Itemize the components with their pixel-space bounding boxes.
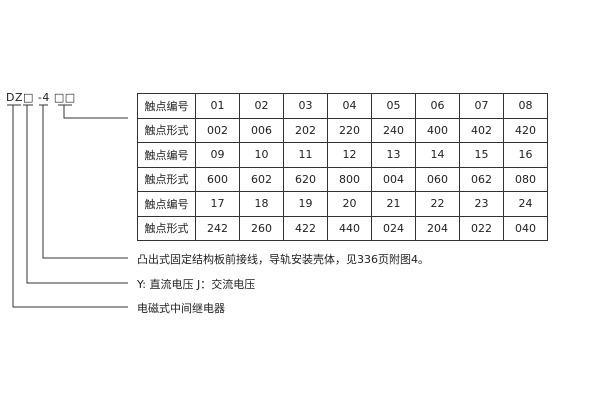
table-cell: 006 <box>239 117 284 143</box>
table-cell: 024 <box>371 215 416 241</box>
table-cell: 062 <box>459 166 504 192</box>
table-cell: 002 <box>195 117 240 143</box>
table-cell: 15 <box>459 142 504 168</box>
table-cell: 620 <box>283 166 328 192</box>
table-cell: 004 <box>371 166 416 192</box>
table-cell: 240 <box>371 117 416 143</box>
table-cell: 22 <box>415 191 460 217</box>
table-cell: 420 <box>503 117 548 143</box>
table-cell: 05 <box>371 93 416 119</box>
table-cell: 01 <box>195 93 240 119</box>
note-voltage: Y: 直流电压 J：交流电压 <box>137 278 256 291</box>
table-cell: 03 <box>283 93 328 119</box>
row-header: 触点编号 <box>137 93 196 119</box>
code-box-contact: □□ <box>53 91 76 104</box>
table-row: 触点编号 17 18 19 20 21 22 23 24 <box>137 191 548 217</box>
table-row: 触点编号 01 02 03 04 05 06 07 08 <box>137 93 548 119</box>
table-row: 触点形式 242 260 422 440 024 204 022 040 <box>137 215 548 241</box>
table-cell: 17 <box>195 191 240 217</box>
row-header: 触点形式 <box>137 117 196 143</box>
row-header: 触点形式 <box>137 215 196 241</box>
table-cell: 18 <box>239 191 284 217</box>
table-row: 触点编号 09 10 11 12 13 14 15 16 <box>137 142 548 168</box>
code-mid: -4 <box>33 91 54 104</box>
code-box-voltage: □ <box>23 91 34 104</box>
table-row: 触点形式 600 602 620 800 004 060 062 080 <box>137 166 548 192</box>
contact-table: 触点编号 01 02 03 04 05 06 07 08 触点形式 002 006 202 220 240 4… <box>137 93 548 241</box>
table-cell: 12 <box>327 142 372 168</box>
table-cell: 09 <box>195 142 240 168</box>
table-cell: 21 <box>371 191 416 217</box>
table-cell: 080 <box>503 166 548 192</box>
table-row: 触点形式 002 006 202 220 240 400 402 420 <box>137 117 548 143</box>
table-cell: 16 <box>503 142 548 168</box>
row-header: 触点形式 <box>137 166 196 192</box>
table-cell: 022 <box>459 215 504 241</box>
table-cell: 242 <box>195 215 240 241</box>
table-cell: 23 <box>459 191 504 217</box>
table-cell: 600 <box>195 166 240 192</box>
table-cell: 13 <box>371 142 416 168</box>
note-type: 电磁式中间继电器 <box>137 302 225 315</box>
table-cell: 402 <box>459 117 504 143</box>
table-cell: 220 <box>327 117 372 143</box>
code-prefix: DZ <box>6 91 24 104</box>
table-cell: 800 <box>327 166 372 192</box>
note-mounting: 凸出式固定结构板前接线，导轨安装壳体，见336页附图4。 <box>137 253 429 266</box>
table-cell: 06 <box>415 93 460 119</box>
table-cell: 400 <box>415 117 460 143</box>
table-cell: 440 <box>327 215 372 241</box>
table-cell: 24 <box>503 191 548 217</box>
table-cell: 02 <box>239 93 284 119</box>
table-cell: 422 <box>283 215 328 241</box>
table-cell: 14 <box>415 142 460 168</box>
table-cell: 04 <box>327 93 372 119</box>
table-cell: 10 <box>239 142 284 168</box>
table-cell: 204 <box>415 215 460 241</box>
table-cell: 07 <box>459 93 504 119</box>
table-cell: 20 <box>327 191 372 217</box>
table-cell: 19 <box>283 191 328 217</box>
row-header: 触点编号 <box>137 191 196 217</box>
table-cell: 060 <box>415 166 460 192</box>
table-cell: 08 <box>503 93 548 119</box>
table-cell: 602 <box>239 166 284 192</box>
row-header: 触点编号 <box>137 142 196 168</box>
table-cell: 202 <box>283 117 328 143</box>
model-code: DZ□ -4 □□ <box>6 91 76 104</box>
table-cell: 040 <box>503 215 548 241</box>
table-cell: 260 <box>239 215 284 241</box>
table-cell: 11 <box>283 142 328 168</box>
